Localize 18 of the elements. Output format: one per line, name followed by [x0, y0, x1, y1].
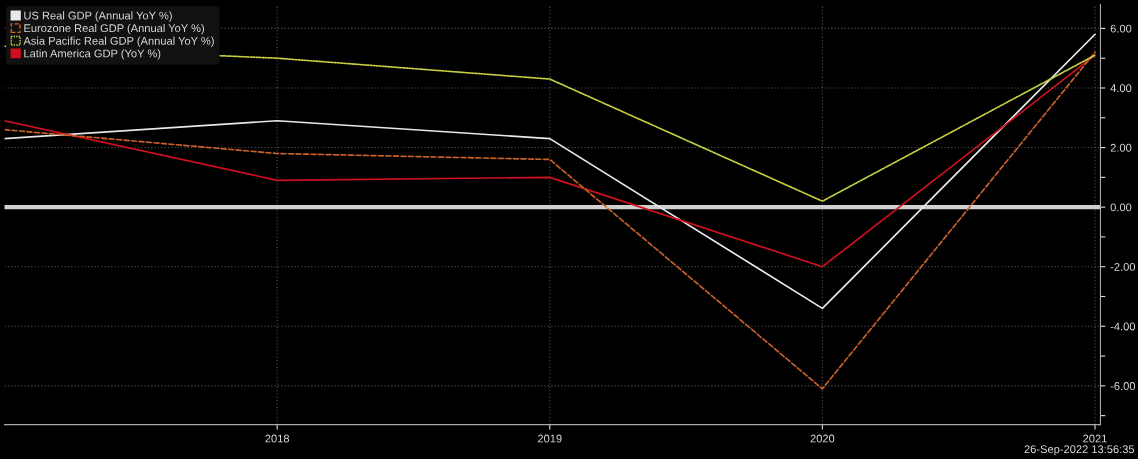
line-series: [4, 51, 1096, 390]
y-tick-label: 4.00: [1110, 84, 1132, 93]
y-tick-label: 0.00: [1110, 203, 1132, 212]
x-tick-label: 2020: [810, 434, 835, 443]
text: 26-Sep-2022 13:56:35: [1024, 445, 1135, 456]
x-tick-label: 2021: [1083, 434, 1107, 443]
y-tick-label: 6.00: [1110, 24, 1132, 33]
x-tick-label: 2018: [265, 434, 290, 443]
y-tick-label: -4.00: [1110, 322, 1136, 331]
line-series: [4, 33, 1096, 310]
y-tick-label: -6.00: [1110, 382, 1136, 390]
legend-label: Asia Pacific Real GDP (Annual YoY %): [23, 36, 214, 47]
y-tick-label: 2.00: [1110, 143, 1132, 152]
y-tick-label: -2.00: [1110, 262, 1136, 271]
legend-label: Latin America GDP (YoY %): [24, 49, 161, 60]
legend-label: Eurozone Real GDP (Annual YoY %): [24, 23, 204, 35]
legend-label: US Real GDP (Annual YoY %): [24, 11, 172, 22]
x-tick-label: 2019: [537, 434, 562, 443]
